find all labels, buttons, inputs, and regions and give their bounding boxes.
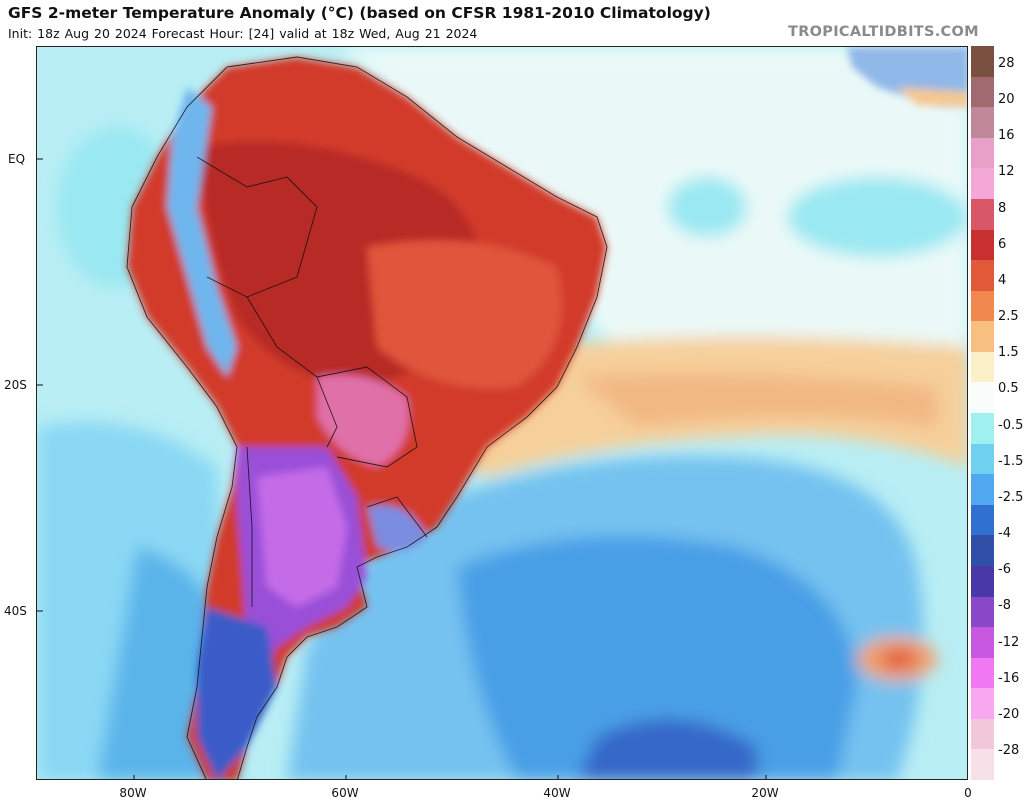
colorbar-swatch-fill	[971, 596, 994, 628]
colorbar-label: -20	[998, 706, 1020, 722]
colorbar-swatch-fill	[971, 168, 994, 200]
colorbar-swatch	[968, 382, 1022, 414]
colorbar-swatch-fill	[971, 627, 994, 659]
patagonia-blue	[197, 607, 277, 779]
colorbar-swatch	[968, 718, 1022, 750]
lat-label-20s: 20S	[4, 378, 27, 392]
colorbar-label: 20	[998, 92, 1015, 108]
colorbar-swatch-fill	[971, 260, 994, 292]
colorbar-swatch	[968, 688, 1022, 720]
lon-label-40w: 40W	[543, 786, 571, 800]
colorbar-swatch-fill	[971, 382, 994, 414]
border-lines	[196, 156, 428, 607]
colorbar-label: -2.5	[998, 489, 1024, 505]
colorbar-swatch-fill	[971, 290, 994, 322]
colorbar-swatch	[968, 657, 1022, 689]
brand-watermark: TROPICALTIDBITS.COM	[788, 24, 979, 40]
cyan-patch-a	[787, 177, 967, 257]
colorbar-label: 2.5	[998, 309, 1019, 325]
colorbar-label: 0.5	[998, 381, 1019, 397]
ocean-warm-core	[577, 373, 937, 427]
colorbar-swatch	[968, 229, 1022, 261]
colorbar-swatch	[968, 504, 1022, 536]
colorbar-swatch-fill	[971, 565, 994, 597]
colorbar-swatch	[968, 351, 1022, 383]
colorbar-legend: 28 20 16 12 8 6 4 2.5 1.5 0.5 -0.5 -1.5 -2.5 -4 -6 -8 -1…	[968, 46, 1024, 781]
ocean-deep-cold	[577, 719, 757, 779]
colorbar-swatch-fill	[971, 351, 994, 383]
colorbar-label: -1.5	[998, 453, 1024, 469]
west-africa-warm	[897, 87, 967, 107]
cyan-patch-b	[667, 177, 747, 237]
colorbar-label: 12	[998, 164, 1015, 180]
colorbar-swatch	[968, 290, 1022, 322]
lat-label-40s: 40S	[4, 604, 27, 618]
anomaly-map	[36, 46, 968, 780]
andes-cold-strip	[167, 87, 237, 377]
colorbar-swatch	[968, 321, 1022, 353]
argentina-cold-core	[257, 467, 347, 607]
lon-label-0: 0	[964, 786, 972, 800]
colorbar-label: -12	[998, 634, 1020, 650]
colorbar-swatch-fill	[971, 688, 994, 720]
warm-eddy-core	[881, 649, 917, 669]
colorbar-swatch	[968, 596, 1022, 628]
colorbar-swatch	[968, 749, 1022, 781]
colorbar-label: 6	[998, 236, 1007, 252]
brazil-orange	[367, 240, 562, 389]
colorbar-swatch-fill	[971, 718, 994, 750]
colorbar-swatch	[968, 198, 1022, 230]
colorbar-swatch	[968, 168, 1022, 200]
lon-label-20w: 20W	[751, 786, 779, 800]
colorbar-label: -0.5	[998, 417, 1024, 433]
colorbar-swatch	[968, 474, 1022, 506]
colorbar-swatch	[968, 137, 1022, 169]
colorbar-swatch-fill	[971, 474, 994, 506]
colorbar-swatch-fill	[971, 137, 994, 169]
colorbar-label: -28	[998, 742, 1020, 758]
lon-label-60w: 60W	[331, 786, 359, 800]
colorbar-swatch-fill	[971, 107, 994, 139]
colorbar-swatch-fill	[971, 749, 994, 781]
colorbar-label: 16	[998, 128, 1015, 144]
continent-west-coast	[126, 66, 238, 779]
colorbar-swatch	[968, 413, 1022, 445]
colorbar-label: -16	[998, 670, 1020, 686]
colorbar-label: -4	[998, 526, 1011, 542]
colorbar-swatch-fill	[971, 198, 994, 230]
colorbar-swatch	[968, 565, 1022, 597]
uruguay-cold	[367, 505, 427, 551]
colorbar-swatch-fill	[971, 504, 994, 536]
colorbar-swatch	[968, 627, 1022, 659]
colorbar-swatch	[968, 76, 1022, 108]
continent-outline	[226, 56, 608, 779]
colorbar-label: -8	[998, 598, 1011, 614]
colorbar-swatch-fill	[971, 321, 994, 353]
colorbar-swatch	[968, 46, 1022, 78]
lon-label-80w: 80W	[119, 786, 147, 800]
forecast-info: Init: 18z Aug 20 2024 Forecast Hour: [24…	[8, 26, 478, 41]
colorbar-swatch-fill	[971, 229, 994, 261]
colorbar-swatch-fill	[971, 657, 994, 689]
colorbar-label: 1.5	[998, 345, 1019, 361]
colorbar-swatch-fill	[971, 535, 994, 567]
colorbar-swatch-fill	[971, 443, 994, 475]
colorbar-swatch-fill	[971, 76, 994, 108]
paraguay-pink	[317, 374, 409, 467]
colorbar-swatch	[968, 260, 1022, 292]
lat-label-eq: EQ	[8, 152, 26, 166]
colorbar-swatch	[968, 535, 1022, 567]
colorbar-label: 4	[998, 272, 1007, 288]
colorbar-swatch-fill	[971, 413, 994, 445]
ocean-cold-core	[457, 535, 857, 779]
colorbar-label: 8	[998, 200, 1007, 216]
colorbar-swatch	[968, 107, 1022, 139]
chart-title: GFS 2-meter Temperature Anomaly (°C) (ba…	[8, 4, 711, 22]
colorbar-swatch	[968, 443, 1022, 475]
colorbar-label: -6	[998, 562, 1011, 578]
ocean-pale-band	[337, 47, 967, 367]
colorbar-swatch-fill	[971, 46, 994, 78]
colorbar-label: 28	[998, 56, 1015, 71]
